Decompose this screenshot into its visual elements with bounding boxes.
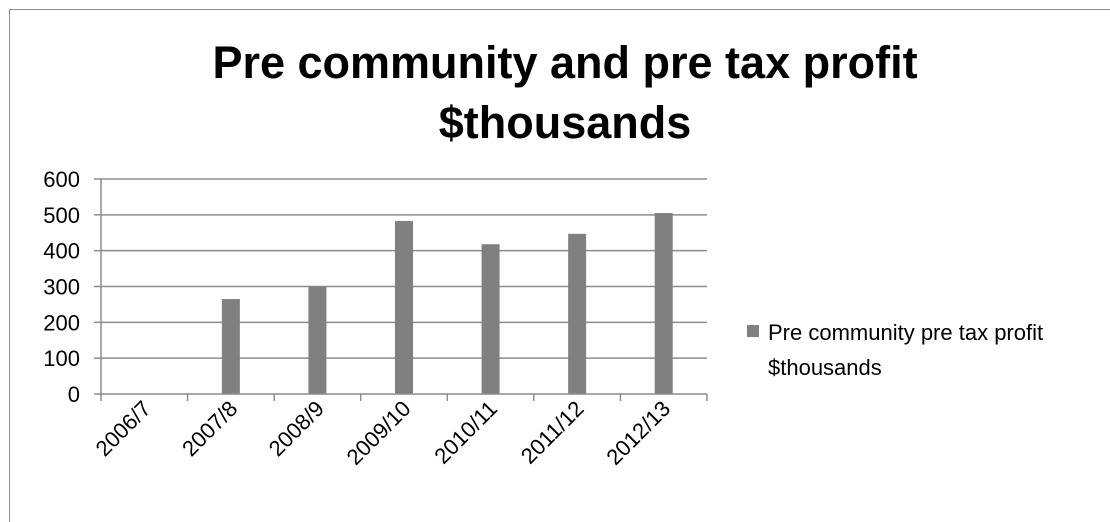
y-tick-labels: 0 100 200 300 400 500 600	[43, 167, 80, 407]
chart-title-line-1: Pre community and pre tax profit	[212, 37, 917, 88]
legend-label-line-1: Pre community pre tax profit	[768, 320, 1043, 345]
y-tick-label: 300	[43, 275, 80, 300]
bar-2011-12	[568, 233, 587, 394]
x-tick-label: 2009/10	[342, 396, 416, 470]
x-tick-label: 2012/13	[601, 396, 675, 470]
bar-2012-13	[654, 213, 673, 394]
x-tick-label: 2011/12	[516, 396, 589, 469]
bars	[221, 213, 673, 394]
y-tick-label: 600	[43, 167, 80, 192]
bar-2009-10	[395, 220, 413, 394]
x-tick-label: 2006/7	[91, 396, 156, 461]
legend-label-line-2: $thousands	[768, 355, 882, 380]
bar-2007-8	[221, 299, 240, 394]
y-tick-label: 200	[43, 310, 80, 335]
x-tick-label: 2007/8	[177, 396, 242, 461]
legend-swatch	[747, 325, 759, 337]
axes	[94, 178, 708, 401]
legend: Pre community pre tax profit $thousands	[747, 320, 1043, 380]
x-tick-label: 2010/11	[429, 396, 502, 469]
y-tick-label: 500	[43, 203, 80, 228]
chart-frame	[9, 9, 1110, 522]
x-tick-labels: 2006/7 2007/8 2008/9 2009/10 2010/11 2011/12 2…	[91, 396, 676, 470]
bar-2008-9	[308, 286, 327, 394]
y-tick-label: 400	[43, 239, 80, 264]
chart-title-line-2: $thousands	[439, 97, 692, 148]
y-tick-label: 0	[68, 382, 80, 407]
y-tick-label: 100	[43, 346, 80, 371]
x-tick-label: 2008/9	[264, 396, 329, 461]
bar-2010-11	[481, 244, 500, 394]
